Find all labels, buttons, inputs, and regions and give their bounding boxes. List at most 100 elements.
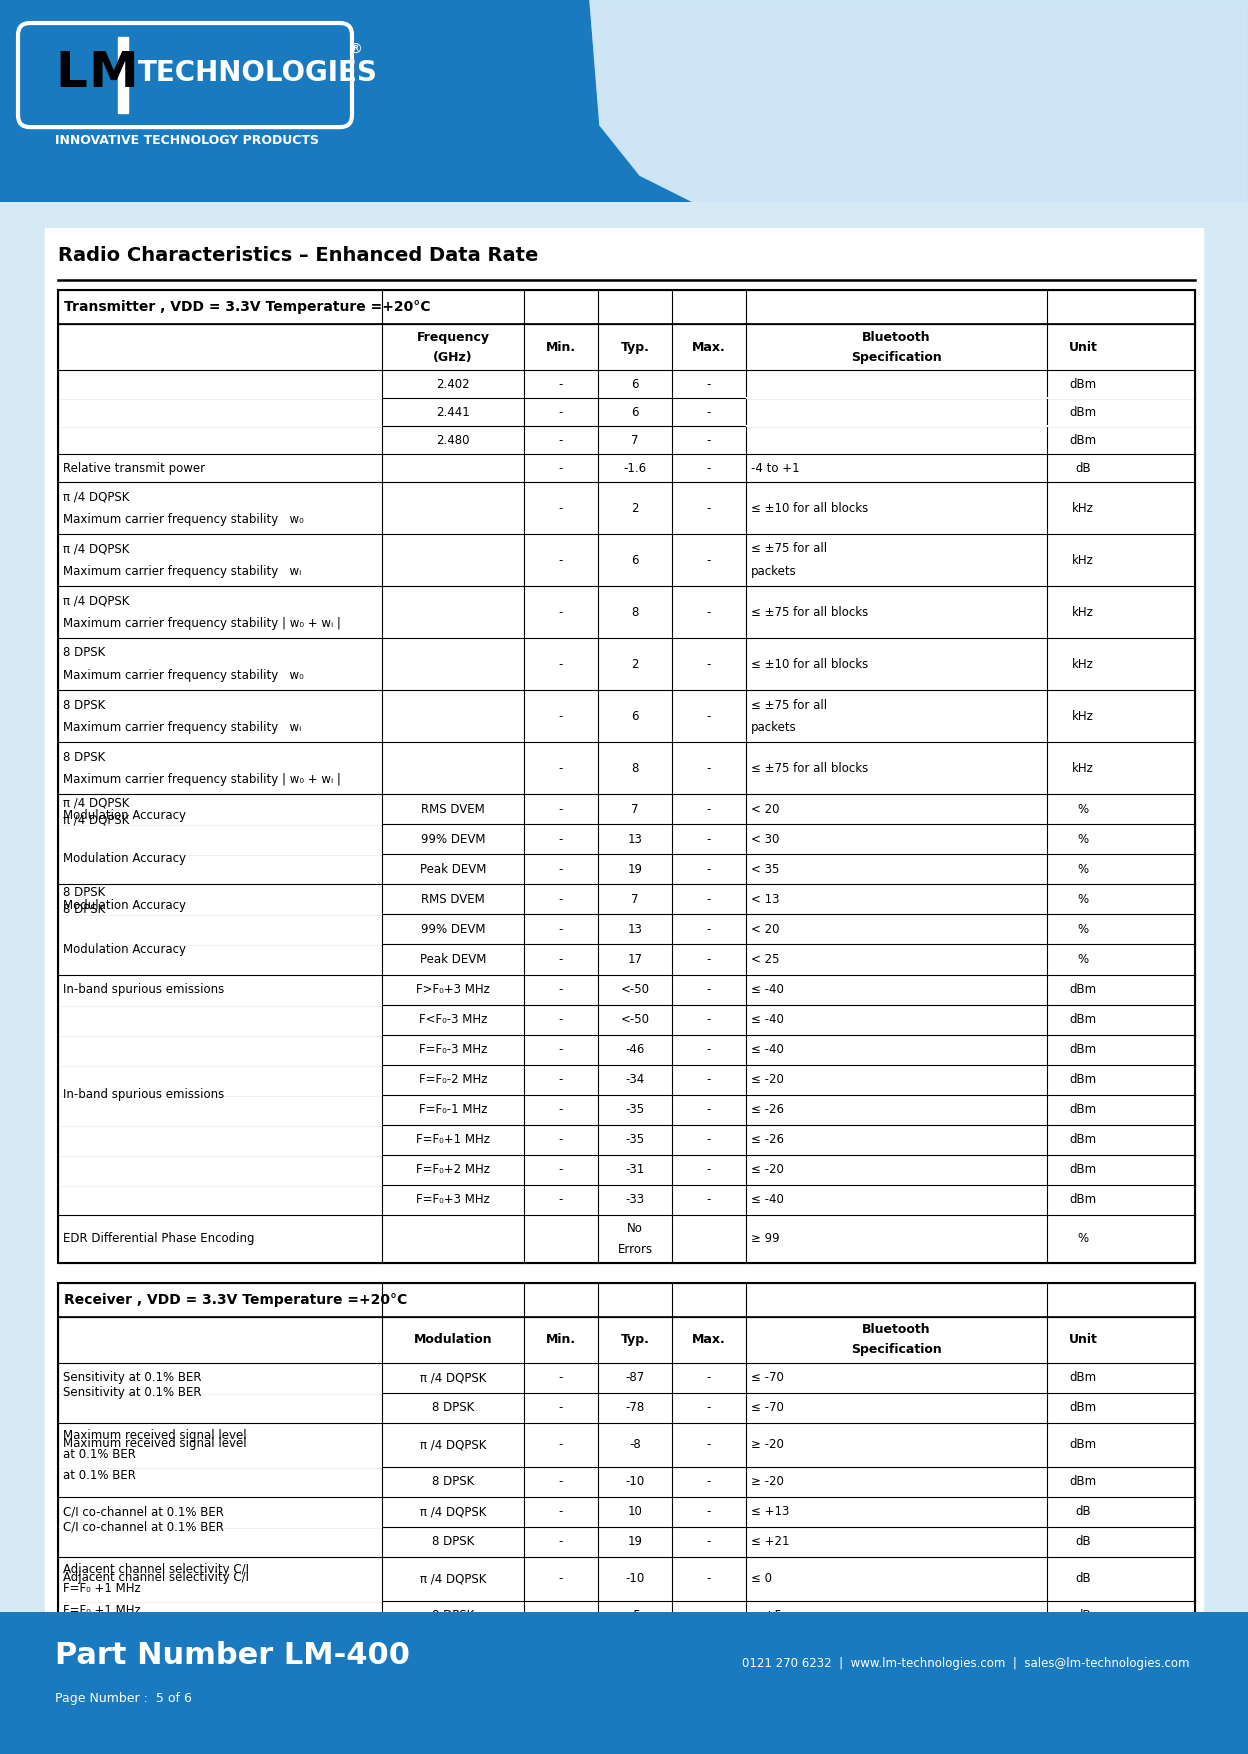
Text: -: -: [559, 1535, 563, 1549]
Bar: [57, 1601, 1196, 1631]
Text: -: -: [559, 1073, 563, 1086]
Text: -5: -5: [629, 1610, 641, 1622]
Text: -10: -10: [625, 1475, 645, 1489]
Text: -: -: [559, 863, 563, 875]
Text: -: -: [559, 1044, 563, 1056]
Bar: [59, 426, 381, 453]
Bar: [748, 398, 1046, 424]
Text: Page Number :  5 of 6: Page Number : 5 of 6: [55, 1693, 192, 1705]
Text: (GHz): (GHz): [433, 351, 473, 363]
Bar: [59, 1601, 381, 1629]
Text: -31: -31: [625, 1163, 645, 1177]
Text: Sensitivity at 0.1% BER: Sensitivity at 0.1% BER: [62, 1386, 201, 1400]
Text: -78: -78: [625, 1401, 645, 1414]
Bar: [57, 289, 1196, 324]
Bar: [59, 944, 381, 973]
Text: -: -: [559, 710, 563, 723]
Text: Min.: Min.: [545, 1333, 577, 1347]
Text: -: -: [559, 1103, 563, 1116]
Text: 6: 6: [631, 710, 639, 723]
Text: < 20: < 20: [751, 923, 780, 937]
Text: dB: dB: [1076, 1505, 1091, 1519]
Text: ≥ 99: ≥ 99: [751, 1231, 780, 1245]
Text: -: -: [559, 1475, 563, 1489]
Text: -: -: [559, 1572, 563, 1586]
Text: -: -: [559, 1401, 563, 1414]
Text: Modulation Accuracy: Modulation Accuracy: [62, 942, 186, 956]
Text: Modulation Accuracy: Modulation Accuracy: [62, 900, 186, 912]
Text: Maximum carrier frequency stability   w₀: Maximum carrier frequency stability w₀: [62, 512, 303, 526]
Text: -: -: [706, 1044, 711, 1056]
Text: ≤ -20: ≤ -20: [751, 1163, 784, 1177]
Text: ≤ +13: ≤ +13: [751, 1505, 790, 1519]
Text: L: L: [55, 49, 87, 96]
Text: dBm: dBm: [1070, 1073, 1097, 1086]
Text: Max.: Max.: [693, 1333, 726, 1347]
Text: -: -: [559, 502, 563, 514]
Polygon shape: [119, 37, 129, 112]
Text: ≤ ±75 for all blocks: ≤ ±75 for all blocks: [751, 605, 869, 619]
Text: C/I co-channel at 0.1% BER: C/I co-channel at 0.1% BER: [62, 1521, 223, 1533]
Text: Relative transmit power: Relative transmit power: [62, 461, 205, 475]
Bar: [59, 1094, 381, 1124]
Text: Min.: Min.: [545, 340, 577, 354]
Text: -: -: [706, 377, 711, 391]
Text: 8 DPSK: 8 DPSK: [62, 886, 105, 900]
Bar: [57, 535, 1196, 586]
Text: 8 DPSK: 8 DPSK: [62, 903, 105, 916]
Text: In-band spurious emissions: In-band spurious emissions: [62, 982, 225, 996]
Text: -: -: [706, 1572, 711, 1586]
Text: ≤ -70: ≤ -70: [751, 1401, 784, 1414]
Text: Maximum carrier frequency stability | w₀ + wᵢ |: Maximum carrier frequency stability | w₀…: [62, 774, 341, 786]
Text: -: -: [706, 1438, 711, 1451]
Text: < 13: < 13: [751, 893, 780, 907]
Text: <-50: <-50: [620, 982, 649, 996]
Text: Bluetooth: Bluetooth: [862, 330, 931, 344]
Bar: [57, 1393, 1196, 1422]
Bar: [59, 1154, 381, 1184]
Bar: [57, 1184, 1196, 1216]
Text: 8 DPSK: 8 DPSK: [432, 1401, 474, 1414]
Text: F=F₀ +1 MHz: F=F₀ +1 MHz: [62, 1603, 141, 1617]
Text: -: -: [706, 952, 711, 966]
Bar: [59, 914, 381, 944]
Text: dBm: dBm: [1070, 1163, 1097, 1177]
Bar: [57, 1094, 1196, 1124]
Text: Specification: Specification: [851, 1344, 942, 1356]
Text: 0121 270 6232  |  www.lm-technologies.com  |  sales@lm-technologies.com: 0121 270 6232 | www.lm-technologies.com …: [743, 1658, 1191, 1670]
Text: -35: -35: [625, 1103, 644, 1116]
Text: -: -: [559, 923, 563, 937]
Text: -: -: [706, 982, 711, 996]
Text: -: -: [559, 1505, 563, 1519]
Text: Specification: Specification: [851, 351, 942, 363]
Text: -33: -33: [625, 1193, 644, 1207]
Bar: [59, 1393, 381, 1422]
Text: Modulation Accuracy: Modulation Accuracy: [62, 852, 186, 865]
Text: -: -: [559, 803, 563, 816]
Text: Part Number LM-400: Part Number LM-400: [55, 1642, 411, 1670]
Text: F=F₀-2 MHz: F=F₀-2 MHz: [419, 1073, 487, 1086]
Text: ≤ -40: ≤ -40: [751, 1193, 784, 1207]
Bar: [57, 691, 1196, 742]
Text: -46: -46: [625, 1044, 645, 1056]
Text: -: -: [706, 502, 711, 514]
Text: -: -: [706, 1133, 711, 1145]
Text: π /4 DQPSK: π /4 DQPSK: [62, 542, 130, 556]
Text: Bluetooth: Bluetooth: [862, 1323, 931, 1337]
Text: 8: 8: [631, 605, 639, 619]
Bar: [59, 1065, 381, 1093]
Text: at 0.1% BER: at 0.1% BER: [62, 1447, 136, 1461]
Text: at 0.1% BER: at 0.1% BER: [62, 1470, 136, 1482]
Text: -: -: [559, 833, 563, 845]
Text: -: -: [706, 833, 711, 845]
Bar: [57, 1035, 1196, 1065]
Text: -: -: [706, 1505, 711, 1519]
Text: Max.: Max.: [693, 340, 726, 354]
Text: ≥ -20: ≥ -20: [751, 1438, 784, 1451]
Text: ≤ ±75 for all: ≤ ±75 for all: [751, 698, 827, 712]
Text: 99% DEVM: 99% DEVM: [421, 923, 485, 937]
FancyBboxPatch shape: [17, 23, 352, 126]
Bar: [57, 1065, 1196, 1094]
Bar: [59, 1035, 381, 1063]
Text: -: -: [706, 1163, 711, 1177]
